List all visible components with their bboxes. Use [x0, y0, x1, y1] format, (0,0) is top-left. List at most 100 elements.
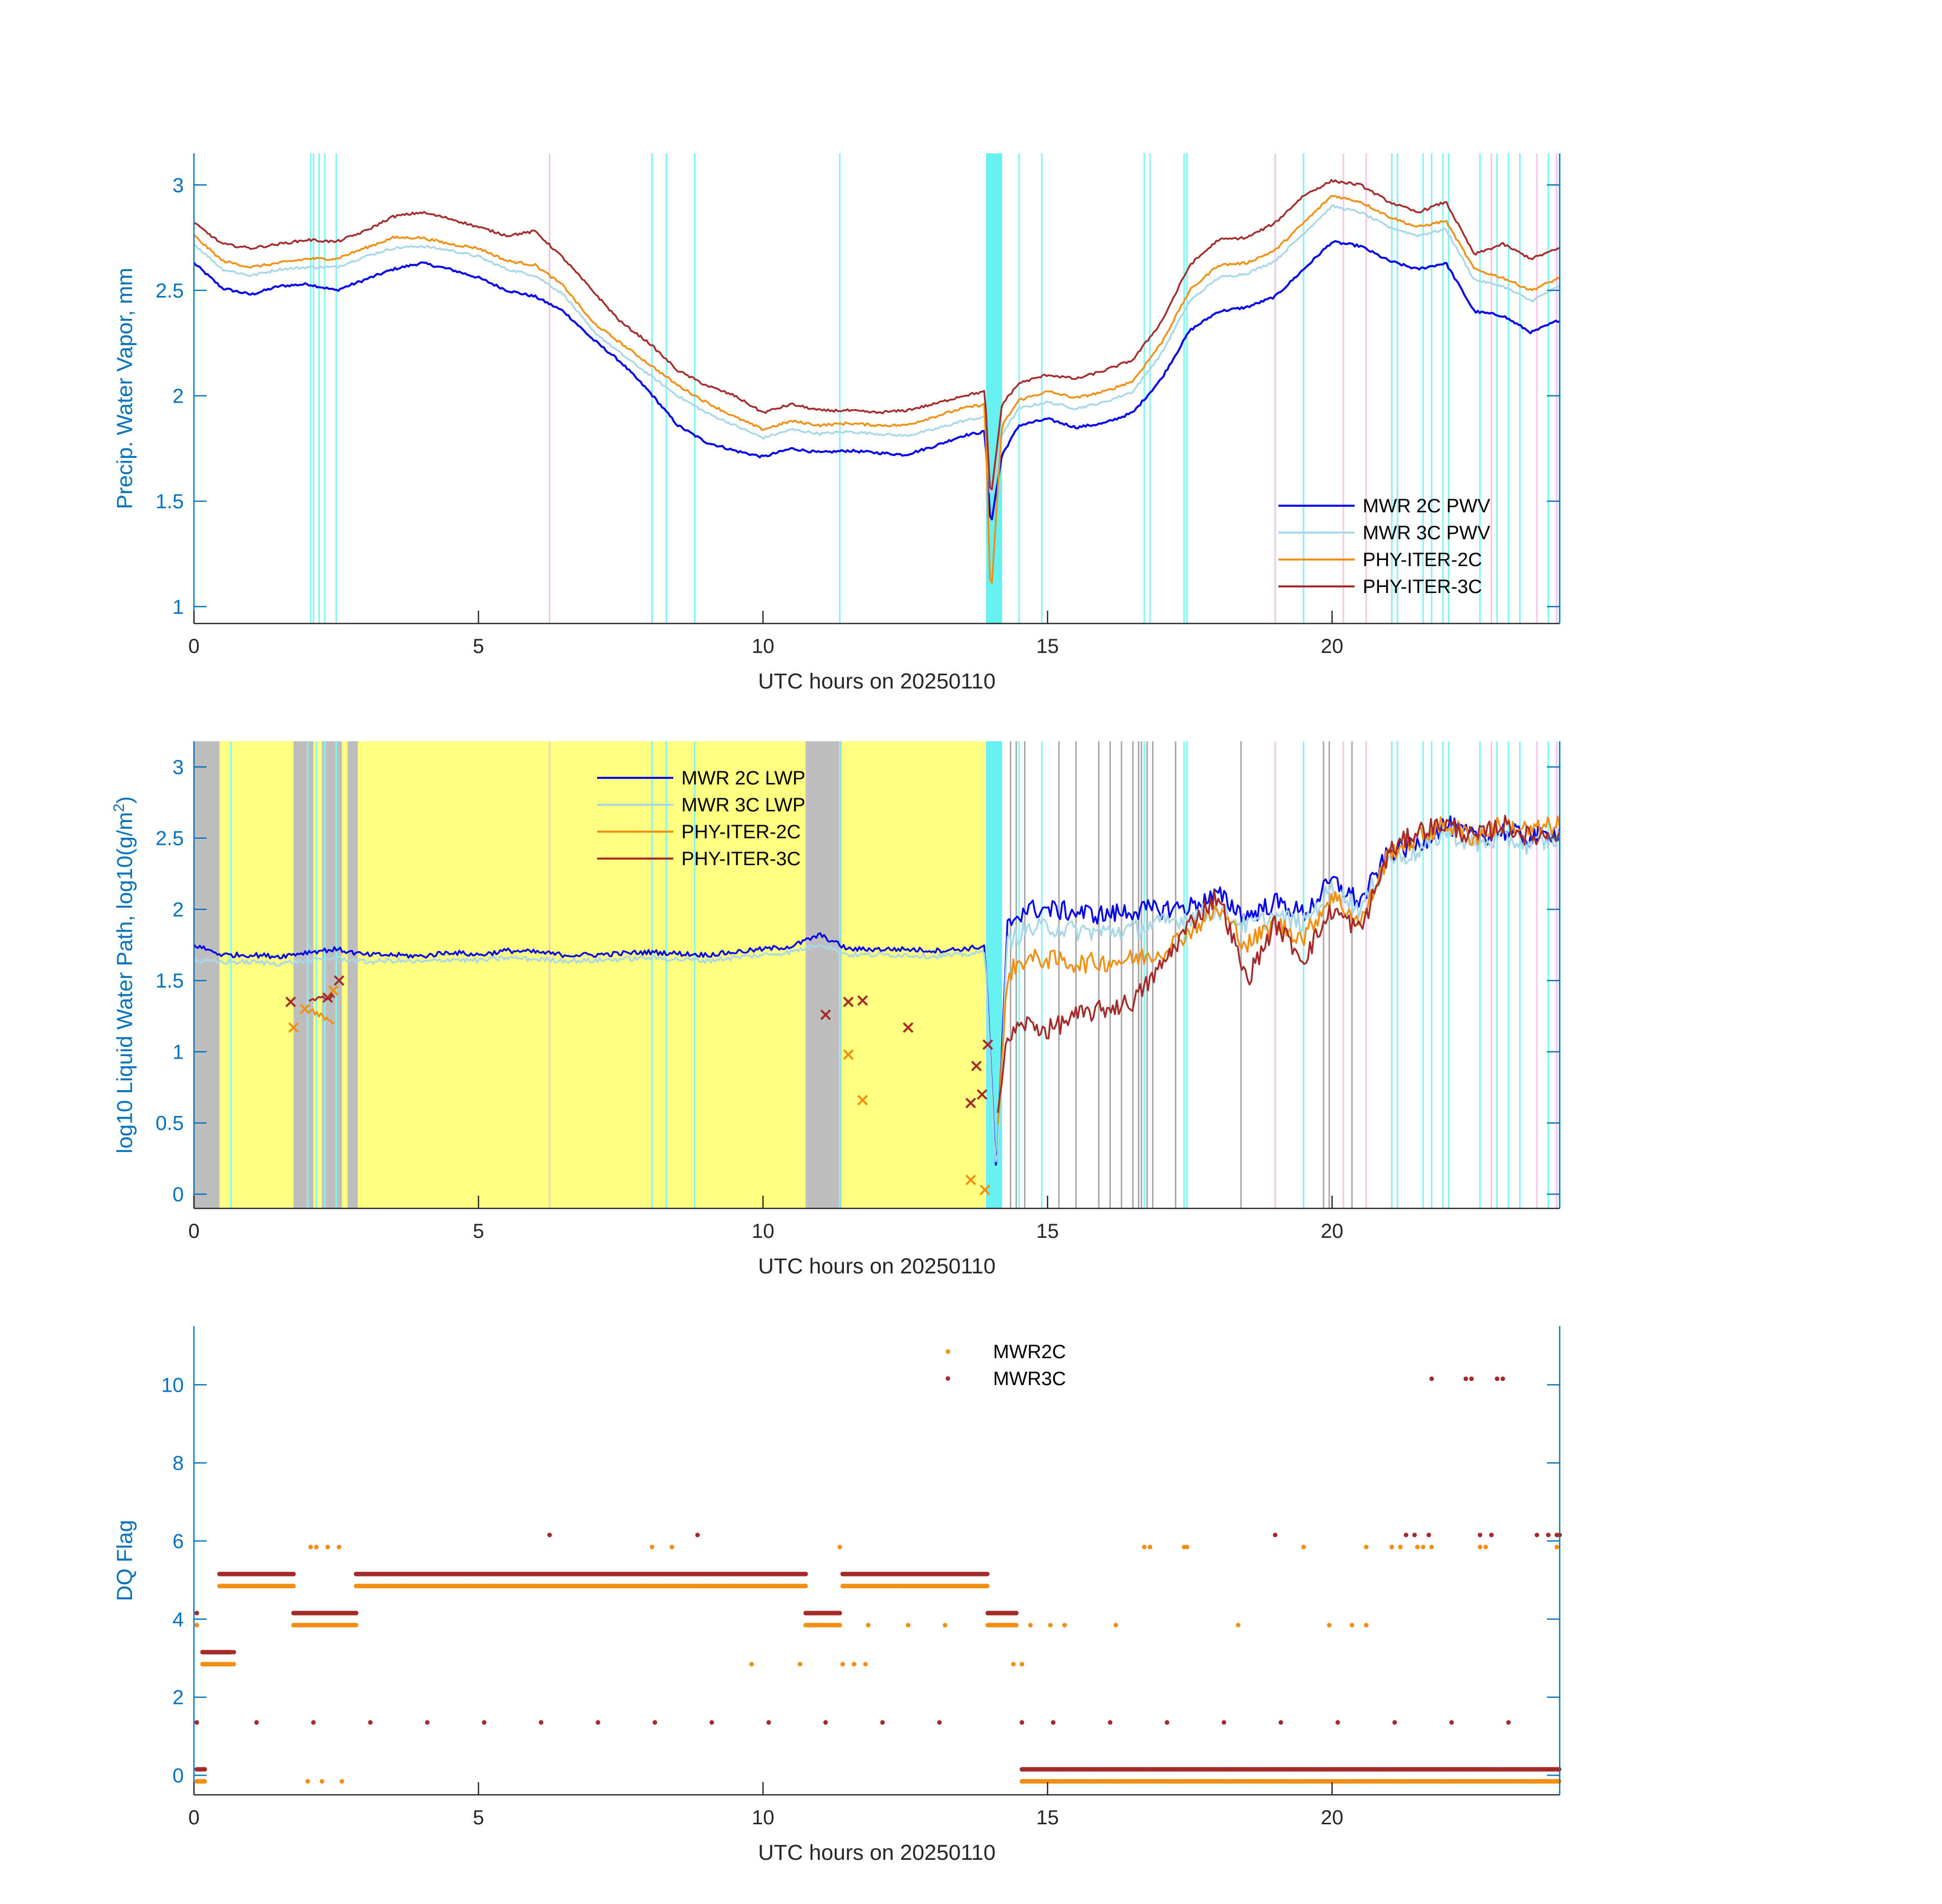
dq-point-mwr3c — [709, 1720, 714, 1725]
series-line-phy-iter-2c — [309, 815, 1561, 1125]
y-tick-label: 0.5 — [155, 1112, 184, 1135]
dq-point-mwr3c — [1392, 1720, 1397, 1725]
dq-point-mwr2c — [337, 1545, 342, 1550]
dq-point-mwr2c — [1147, 1545, 1153, 1550]
series-line-phy-iter-3c — [308, 814, 1561, 1113]
dq-point-mwr2c — [1014, 1623, 1019, 1628]
legend-label-mwr-2c-lwp: MWR 2C LWP — [681, 768, 805, 789]
dq-point-mwr2c — [202, 1779, 207, 1784]
marker-x-phy-iter-3c — [971, 1061, 982, 1071]
legend-label-mwr2c: MWR2C — [993, 1341, 1066, 1363]
lwp-y-label-tail: ) — [113, 796, 137, 803]
legend-label-phy-iter-2c-lwp: PHY-ITER-2C — [681, 822, 801, 843]
legend-label-mwr-2c-pwv: MWR 2C PWV — [1363, 496, 1491, 517]
y-tick-label: 2 — [173, 1687, 184, 1709]
marker-x-phy-iter-2c — [979, 1185, 991, 1195]
dq-point-mwr2c — [1415, 1545, 1420, 1550]
dq-point-mwr2c — [1236, 1623, 1241, 1628]
y-tick-label: 0 — [173, 1765, 184, 1787]
flag-region-gray — [347, 741, 358, 1208]
y-tick-label: 3 — [173, 756, 184, 778]
flag-region-gray — [194, 741, 220, 1208]
series-line-mwr-3c-lwp — [193, 826, 1561, 1163]
dq-point-mwr3c — [823, 1720, 828, 1725]
dq-point-mwr3c — [1278, 1720, 1283, 1725]
dq-point-mwr2c — [851, 1662, 857, 1667]
legend-marker-mwr3c — [945, 1376, 950, 1381]
dq-point-mwr3c — [1014, 1611, 1019, 1616]
legend-label-mwr-3c-lwp: MWR 3C LWP — [681, 795, 805, 816]
y-tick-label: 4 — [173, 1608, 184, 1631]
dq-point-mwr3c — [1165, 1720, 1170, 1725]
dq-point-mwr2c — [319, 1779, 324, 1784]
marker-x-phy-iter-3c — [285, 996, 296, 1007]
dq-point-mwr3c — [368, 1720, 373, 1725]
y-tick-label: 8 — [173, 1452, 184, 1474]
marker-x-phy-iter-2c — [288, 1022, 299, 1033]
lwp-y-axis-label: log10 Liquid Water Path, log10(g/m2) — [111, 796, 137, 1153]
dq-point-mwr2c — [1477, 1545, 1483, 1550]
marker-x-phy-iter-3c — [843, 996, 854, 1007]
marker-x-phy-iter-3c — [820, 1009, 831, 1020]
dq-point-mwr2c — [1011, 1662, 1016, 1667]
dq-point-mwr3c — [1506, 1720, 1511, 1725]
dq-point-mwr2c — [1429, 1545, 1434, 1550]
dq-point-mwr2c — [1389, 1545, 1394, 1550]
dq-point-mwr2c — [1301, 1545, 1306, 1550]
dq-point-mwr2c — [670, 1545, 674, 1550]
legend-label-phy-iter-3c-lwp: PHY-ITER-3C — [681, 848, 801, 870]
dq-point-mwr3c — [1426, 1532, 1431, 1537]
dq-point-mwr2c — [1554, 1545, 1559, 1550]
pwv-y-axis-label: Precip. Water Vapor, mm — [113, 268, 137, 509]
dq-point-mwr2c — [943, 1623, 947, 1628]
dq-point-mwr2c — [837, 1623, 842, 1628]
dq-point-mwr3c — [984, 1571, 990, 1577]
series-line-mwr-2c-pwv — [193, 240, 1560, 520]
dq-point-mwr2c — [1364, 1623, 1369, 1628]
dq-point-mwr3c — [1412, 1532, 1417, 1537]
legend-label-mwr3c: MWR3C — [993, 1368, 1066, 1390]
dq-point-mwr3c — [1469, 1376, 1474, 1382]
marker-x-phy-iter-2c — [843, 1049, 854, 1060]
flag-region-gray — [293, 741, 314, 1208]
lwp-x-axis-label: UTC hours on 20250110 — [758, 1254, 996, 1278]
dq-point-mwr2c — [1184, 1545, 1190, 1550]
dq-point-mwr3c — [1403, 1532, 1408, 1537]
x-tick-label: 10 — [752, 1220, 775, 1242]
y-tick-label: 2 — [173, 385, 184, 408]
dq-point-mwr3c — [937, 1720, 942, 1725]
dq-point-mwr3c — [202, 1767, 207, 1772]
legend-label-phy-iter-2c: PHY-ITER-2C — [1363, 549, 1482, 571]
x-tick-label: 5 — [473, 1807, 484, 1829]
dq-point-mwr3c — [1477, 1532, 1483, 1537]
dq-point-mwr3c — [1019, 1720, 1025, 1725]
marker-x-phy-iter-2c — [857, 1095, 868, 1106]
dq-point-mwr2c — [1327, 1623, 1332, 1628]
marker-x-phy-iter-3c — [976, 1089, 988, 1100]
dq-point-mwr3c — [547, 1532, 552, 1537]
dq-axes: 0 5 10 15 20 0 2 4 6 8 10 — [161, 1326, 1561, 1829]
dq-point-mwr3c — [1463, 1376, 1468, 1382]
y-tick-label: 1.5 — [155, 970, 184, 992]
marker-x-phy-iter-3c — [857, 995, 868, 1006]
dq-point-mwr2c — [1364, 1545, 1369, 1550]
dq-y-axis-label: DQ Flag — [113, 1520, 137, 1601]
x-tick-label: 10 — [752, 1807, 775, 1829]
x-tick-label: 15 — [1036, 635, 1059, 658]
dq-point-mwr3c — [194, 1720, 200, 1725]
y-tick-label: 0 — [173, 1184, 184, 1206]
dq-point-mwr2c — [1421, 1545, 1426, 1550]
lwp-panel: 0 5 10 15 20 0 0.5 1 1.5 2 2.5 3 MWR 2C LWP MWR 3C … — [111, 741, 1561, 1278]
x-tick-label: 20 — [1321, 635, 1343, 658]
y-tick-label: 1 — [173, 1041, 184, 1063]
dq-point-mwr2c — [1398, 1545, 1403, 1550]
dq-point-mwr2c — [837, 1545, 842, 1550]
dq-point-mwr2c — [1349, 1623, 1355, 1628]
marker-x-phy-iter-2c — [965, 1174, 976, 1186]
dq-point-mwr3c — [652, 1720, 657, 1725]
x-tick-label: 20 — [1321, 1807, 1343, 1829]
lwp-series-layer — [193, 814, 1561, 1195]
dq-point-mwr2c — [1062, 1623, 1067, 1628]
dq-flag-panel: 0 5 10 15 20 0 2 4 6 8 10 MWR2C MWR3C UTC hours on… — [113, 1326, 1562, 1865]
